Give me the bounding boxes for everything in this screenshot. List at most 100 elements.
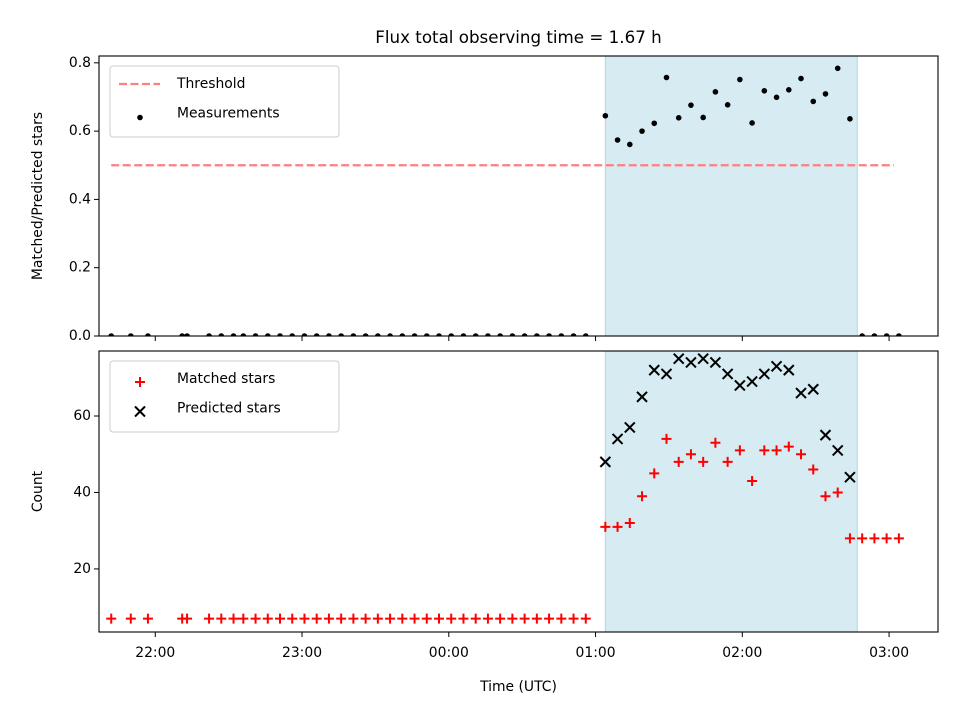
- data-point: [820, 491, 831, 502]
- data-point: [423, 333, 430, 336]
- data-point: [240, 333, 247, 336]
- data-point: [534, 333, 540, 336]
- data-point: [869, 533, 880, 544]
- data-point: [509, 333, 516, 336]
- series-measurements: [108, 65, 902, 336]
- data-point: [275, 613, 286, 624]
- data-point: [497, 333, 503, 336]
- plot-area: [108, 56, 902, 336]
- data-point: [685, 449, 696, 460]
- legend-frame: [109, 360, 340, 433]
- data-point: [599, 456, 612, 468]
- data-point: [697, 352, 709, 365]
- data-point: [844, 533, 855, 544]
- data-point: [611, 433, 624, 445]
- data-point: [546, 333, 552, 336]
- legend: Matched stars Predicted stars: [109, 360, 340, 433]
- data-point: [460, 333, 467, 336]
- data-point: [277, 333, 283, 336]
- data-point: [881, 533, 892, 544]
- data-point: [301, 333, 308, 336]
- legend-predicted-swatch: [134, 405, 146, 418]
- x-tick-label: 03:00: [869, 645, 909, 661]
- data-point: [834, 65, 841, 72]
- data-point: [639, 128, 645, 134]
- data-point: [798, 75, 804, 82]
- data-point: [746, 375, 758, 388]
- x-tick-label: 23:00: [282, 645, 322, 661]
- data-point: [350, 333, 357, 336]
- data-point: [685, 356, 697, 369]
- data-point: [624, 518, 635, 529]
- y-axis-label: Count: [30, 470, 46, 512]
- data-point: [651, 120, 658, 127]
- data-point: [287, 613, 298, 624]
- data-point: [847, 116, 853, 122]
- data-point: [698, 456, 709, 467]
- data-point: [264, 333, 271, 336]
- data-point: [482, 613, 493, 624]
- data-point: [734, 445, 745, 456]
- data-point: [636, 391, 648, 403]
- data-point: [749, 120, 755, 126]
- data-point: [773, 94, 780, 101]
- data-point: [737, 76, 743, 83]
- data-point: [313, 333, 320, 336]
- y-tick-label: 20: [73, 561, 91, 577]
- data-point: [770, 360, 783, 373]
- data-point: [822, 91, 829, 97]
- data-point: [747, 475, 758, 486]
- data-point: [710, 437, 721, 448]
- data-point: [558, 333, 565, 336]
- axes-frame: [98, 55, 939, 337]
- data-point: [832, 487, 843, 498]
- data-point: [722, 456, 733, 467]
- data-point: [709, 356, 722, 369]
- data-point: [250, 613, 261, 624]
- legend-label: Measurements: [177, 106, 280, 122]
- legend-label: Predicted stars: [177, 401, 281, 417]
- data-point: [637, 491, 648, 502]
- y-tick-label: 0.2: [69, 260, 91, 276]
- data-point: [184, 333, 190, 336]
- data-point: [556, 613, 567, 624]
- data-point: [446, 613, 457, 624]
- y-tick-label: 40: [73, 484, 91, 500]
- data-point: [108, 333, 115, 336]
- data-point: [360, 613, 371, 624]
- data-point: [145, 333, 151, 336]
- data-point: [795, 387, 807, 399]
- y-tick-label: 0.0: [69, 328, 91, 344]
- data-point: [470, 613, 481, 624]
- y-axis-label: Matched/Predicted stars: [30, 112, 46, 280]
- data-point: [204, 613, 215, 624]
- data-point: [688, 102, 694, 108]
- data-point: [675, 115, 682, 121]
- data-point: [783, 441, 794, 452]
- data-point: [336, 613, 347, 624]
- x-tick-label: 22:00: [135, 645, 175, 661]
- y-tick-label: 0.4: [69, 191, 91, 207]
- data-point: [179, 333, 185, 336]
- data-point: [387, 333, 393, 336]
- data-point: [712, 89, 719, 95]
- observing-window-span: [605, 56, 858, 336]
- data-point: [385, 613, 396, 624]
- legend-matched-swatch: [135, 377, 145, 387]
- axes-frame: [98, 350, 939, 633]
- data-point: [783, 364, 795, 376]
- data-point: [544, 613, 555, 624]
- data-point: [397, 613, 408, 624]
- data-point: [485, 333, 491, 336]
- data-point: [311, 613, 322, 624]
- data-point: [448, 333, 455, 336]
- data-point: [896, 333, 902, 336]
- top-axes: 0.0 0.2 0.4 0.6 0.8 Flux total observing time…: [30, 27, 939, 344]
- data-point: [375, 333, 381, 336]
- data-point: [411, 333, 418, 336]
- data-point: [844, 471, 856, 483]
- legend-label: Matched stars: [177, 371, 275, 387]
- data-point: [289, 333, 296, 336]
- data-point: [883, 333, 890, 336]
